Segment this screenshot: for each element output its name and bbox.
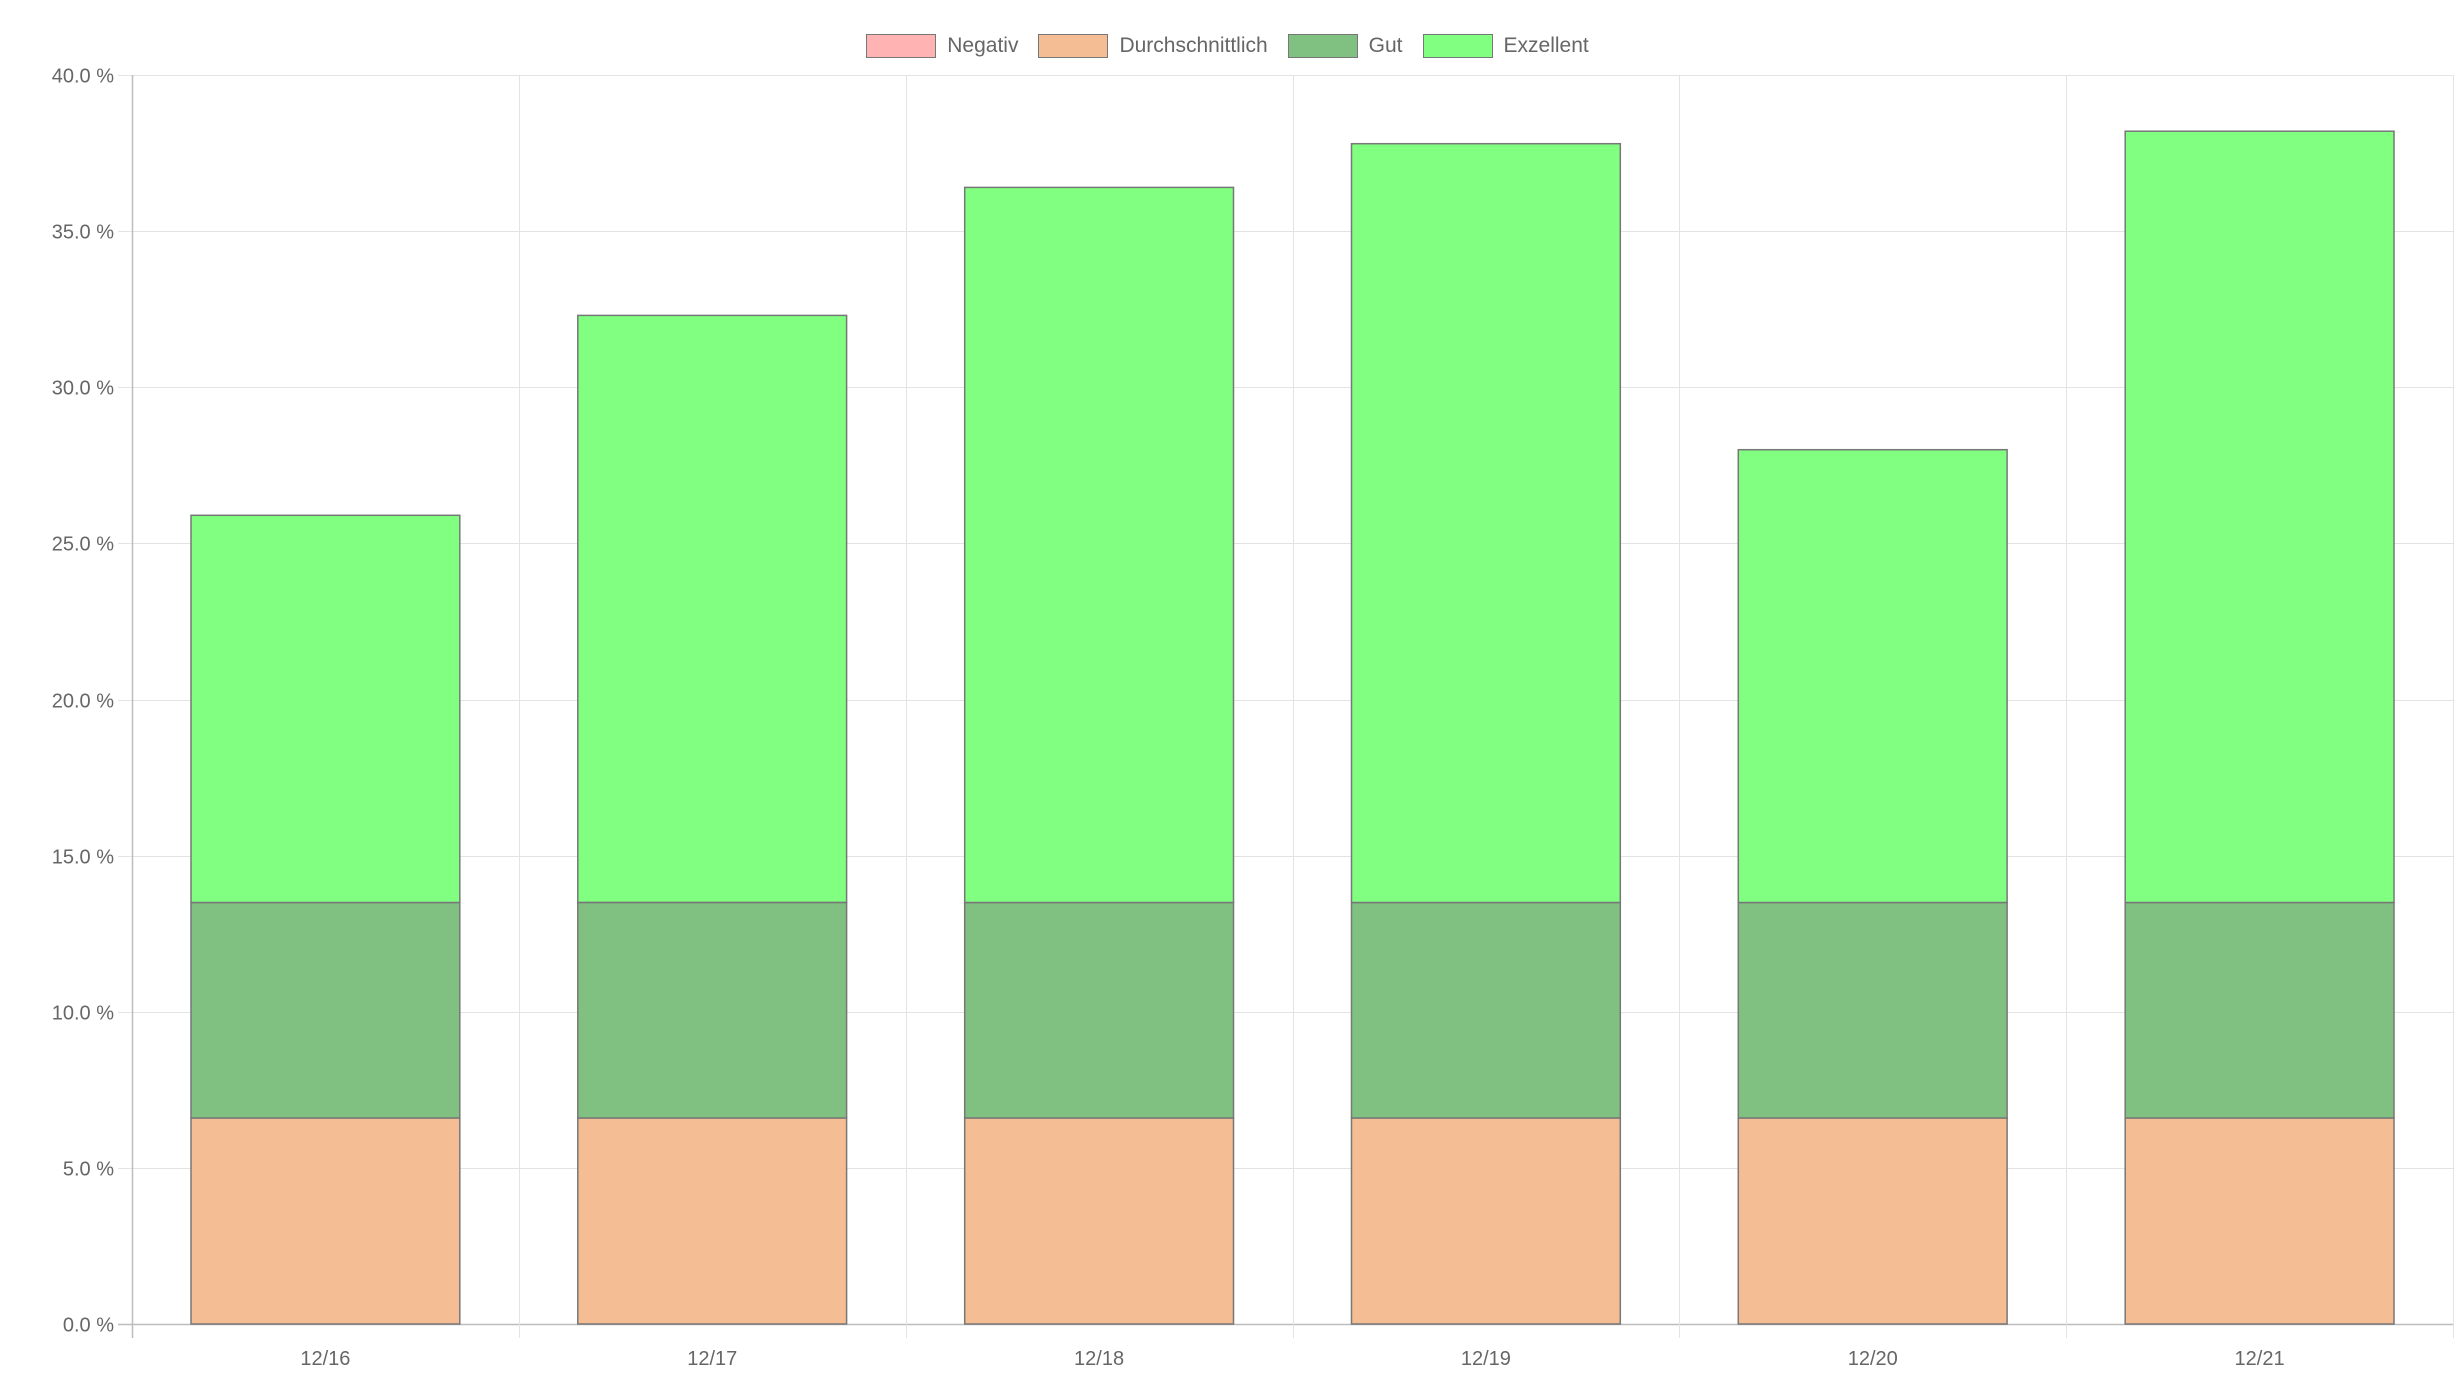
x-tick-label: 12/17 — [687, 1348, 737, 1370]
bar-durchschnittlich-12-19 — [1350, 1117, 1622, 1325]
x-tick-label: 12/18 — [1074, 1348, 1124, 1370]
y-tick-label: 30.0 % — [52, 378, 114, 400]
y-tick-label: 20.0 % — [52, 691, 114, 713]
legend-label: Durchschnittlich — [1119, 34, 1268, 57]
bar-gut-12-18 — [963, 901, 1235, 1119]
legend-swatch — [866, 34, 937, 58]
bar-gut-12-21 — [2124, 901, 2395, 1119]
x-tick-label: 12/20 — [1848, 1348, 1898, 1370]
legend-item-negativ[interactable]: Negativ — [866, 31, 1018, 61]
y-tick-label: 5.0 % — [63, 1159, 114, 1181]
legend-label: Exzellent — [1503, 34, 1589, 57]
bar-exzellent-12-20 — [1737, 448, 2008, 904]
y-tick-label: 10.0 % — [52, 1003, 114, 1025]
bar-durchschnittlich-12-18 — [963, 1117, 1235, 1325]
x-tick-label: 12/16 — [300, 1348, 350, 1370]
x-tick-label: 12/19 — [1461, 1348, 1511, 1370]
bar-durchschnittlich-12-17 — [577, 1117, 848, 1325]
bar-gut-12-16 — [190, 901, 461, 1119]
legend-label: Gut — [1368, 34, 1403, 57]
bar-exzellent-12-21 — [2124, 130, 2395, 904]
y-tick-label: 0.0 % — [63, 1315, 114, 1337]
legend-swatch — [1287, 34, 1358, 58]
legend-label: Negativ — [947, 34, 1019, 57]
bar-durchschnittlich-12-20 — [1737, 1117, 2008, 1325]
y-tick-label: 40.0 % — [52, 66, 114, 88]
legend-swatch — [1038, 34, 1109, 58]
bar-gut-12-20 — [1737, 901, 2008, 1119]
bar-exzellent-12-19 — [1350, 142, 1622, 904]
y-tick-label: 25.0 % — [52, 534, 114, 556]
bar-gut-12-19 — [1350, 901, 1622, 1119]
bar-exzellent-12-17 — [577, 314, 848, 904]
chart-legend: Negativ Durchschnittlich Gut Exzellent — [0, 31, 2455, 61]
legend-item-gut[interactable]: Gut — [1287, 31, 1403, 61]
legend-item-durchschnittlich[interactable]: Durchschnittlich — [1038, 31, 1268, 61]
bar-gut-12-17 — [577, 901, 848, 1119]
y-tick-label: 35.0 % — [52, 222, 114, 244]
bar-durchschnittlich-12-21 — [2124, 1117, 2395, 1325]
bar-exzellent-12-18 — [963, 186, 1235, 904]
legend-item-exzellent[interactable]: Exzellent — [1422, 31, 1589, 61]
y-tick-label: 15.0 % — [52, 847, 114, 869]
bar-durchschnittlich-12-16 — [190, 1117, 461, 1325]
x-tick-label: 12/21 — [2235, 1348, 2285, 1370]
bar-exzellent-12-16 — [190, 514, 461, 904]
legend-swatch — [1422, 34, 1493, 58]
